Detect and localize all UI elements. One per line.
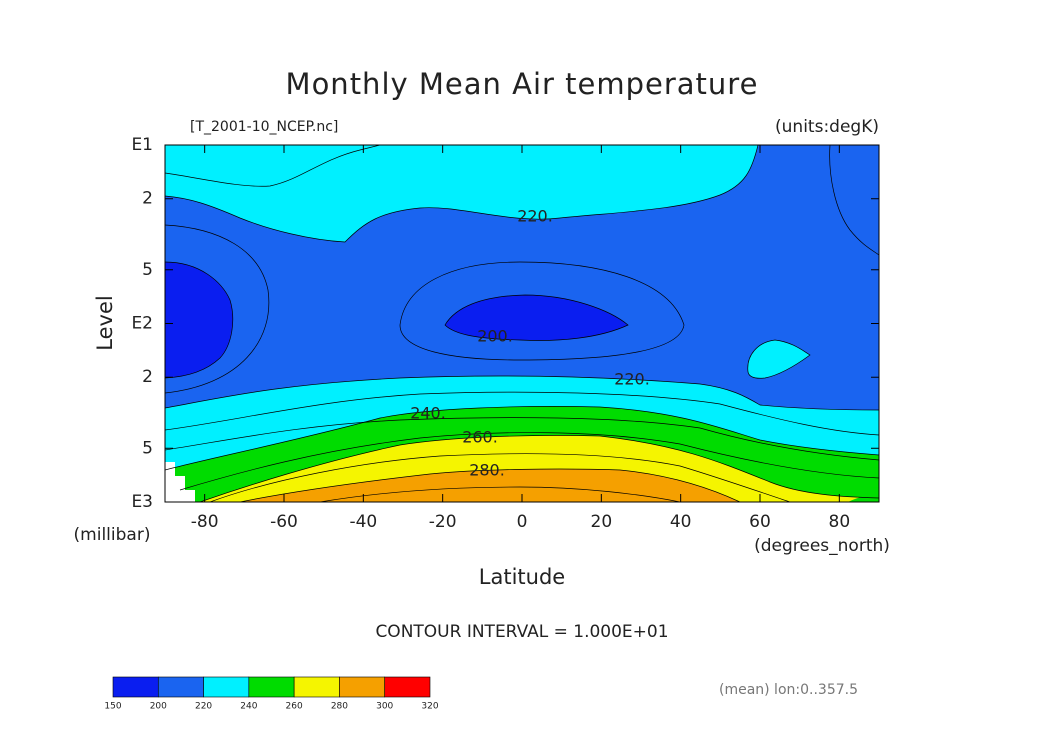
x-units: (degrees_north): [754, 536, 890, 556]
x-tick-label: 0: [517, 512, 528, 532]
contour-label: 280.: [469, 461, 505, 480]
x-tick-label: -40: [349, 512, 377, 532]
colorbar-box: [112, 676, 159, 698]
y-tick-label: E2: [131, 314, 153, 334]
colorbar: 150 200 220 240 260 280 300 320: [104, 676, 439, 712]
x-tick-label: -20: [429, 512, 457, 532]
y-tick-label: 5: [142, 260, 153, 280]
field-band: [240, 469, 740, 502]
field-band: [165, 462, 195, 502]
x-tick-label: 60: [749, 512, 771, 532]
colorbar-label: 150: [104, 702, 121, 712]
contour-label: 220.: [614, 370, 650, 389]
x-tick-label: 40: [670, 512, 692, 532]
contour-label: 220.: [517, 207, 553, 226]
field-band: [165, 262, 233, 378]
y-tick-label: 2: [142, 189, 153, 209]
y-units: (millibar): [74, 525, 151, 545]
y-tick-label: 5: [142, 438, 153, 458]
colorbar-box: [384, 676, 431, 698]
x-axis-title: Latitude: [479, 565, 565, 589]
contour-interval: CONTOUR INTERVAL = 1.000E+01: [375, 622, 668, 642]
y-tick-label: 2: [142, 367, 153, 387]
colorbar-label: 260: [286, 702, 303, 712]
units-label: (units:degK): [775, 117, 879, 137]
colorbar-box: [157, 676, 204, 698]
footnote: (mean) lon:0..357.5: [719, 682, 858, 698]
x-tick-label: -60: [270, 512, 298, 532]
contour-label: 200.: [477, 327, 513, 346]
field-band: [165, 145, 758, 242]
contour-field: 220. 200. 220. 240. 260. 280.: [165, 145, 879, 502]
x-tick-label: 20: [591, 512, 613, 532]
colorbar-box: [248, 676, 295, 698]
file-label: [T_2001-10_NCEP.nc]: [190, 119, 338, 135]
field-band: [445, 295, 628, 341]
contour-label: 260.: [462, 428, 498, 447]
y-axis-title: Level: [93, 295, 117, 350]
y-tick-label: E3: [131, 492, 153, 512]
chart-title: Monthly Mean Air temperature: [286, 67, 759, 101]
colorbar-label: 280: [331, 702, 348, 712]
field-band: [747, 340, 810, 379]
colorbar-label: 200: [150, 702, 167, 712]
colorbar-label: 320: [421, 702, 438, 712]
colorbar-label: 240: [240, 702, 257, 712]
colorbar-box: [293, 676, 340, 698]
y-tick-label: E1: [131, 135, 153, 155]
field-band: [848, 495, 879, 502]
colorbar-box: [339, 676, 386, 698]
colorbar-box: [203, 676, 250, 698]
x-tick-label: 80: [829, 512, 851, 532]
colorbar-label: 300: [376, 702, 393, 712]
contour-label: 240.: [410, 404, 446, 423]
x-tick-label: -80: [191, 512, 219, 532]
colorbar-label: 220: [195, 702, 212, 712]
